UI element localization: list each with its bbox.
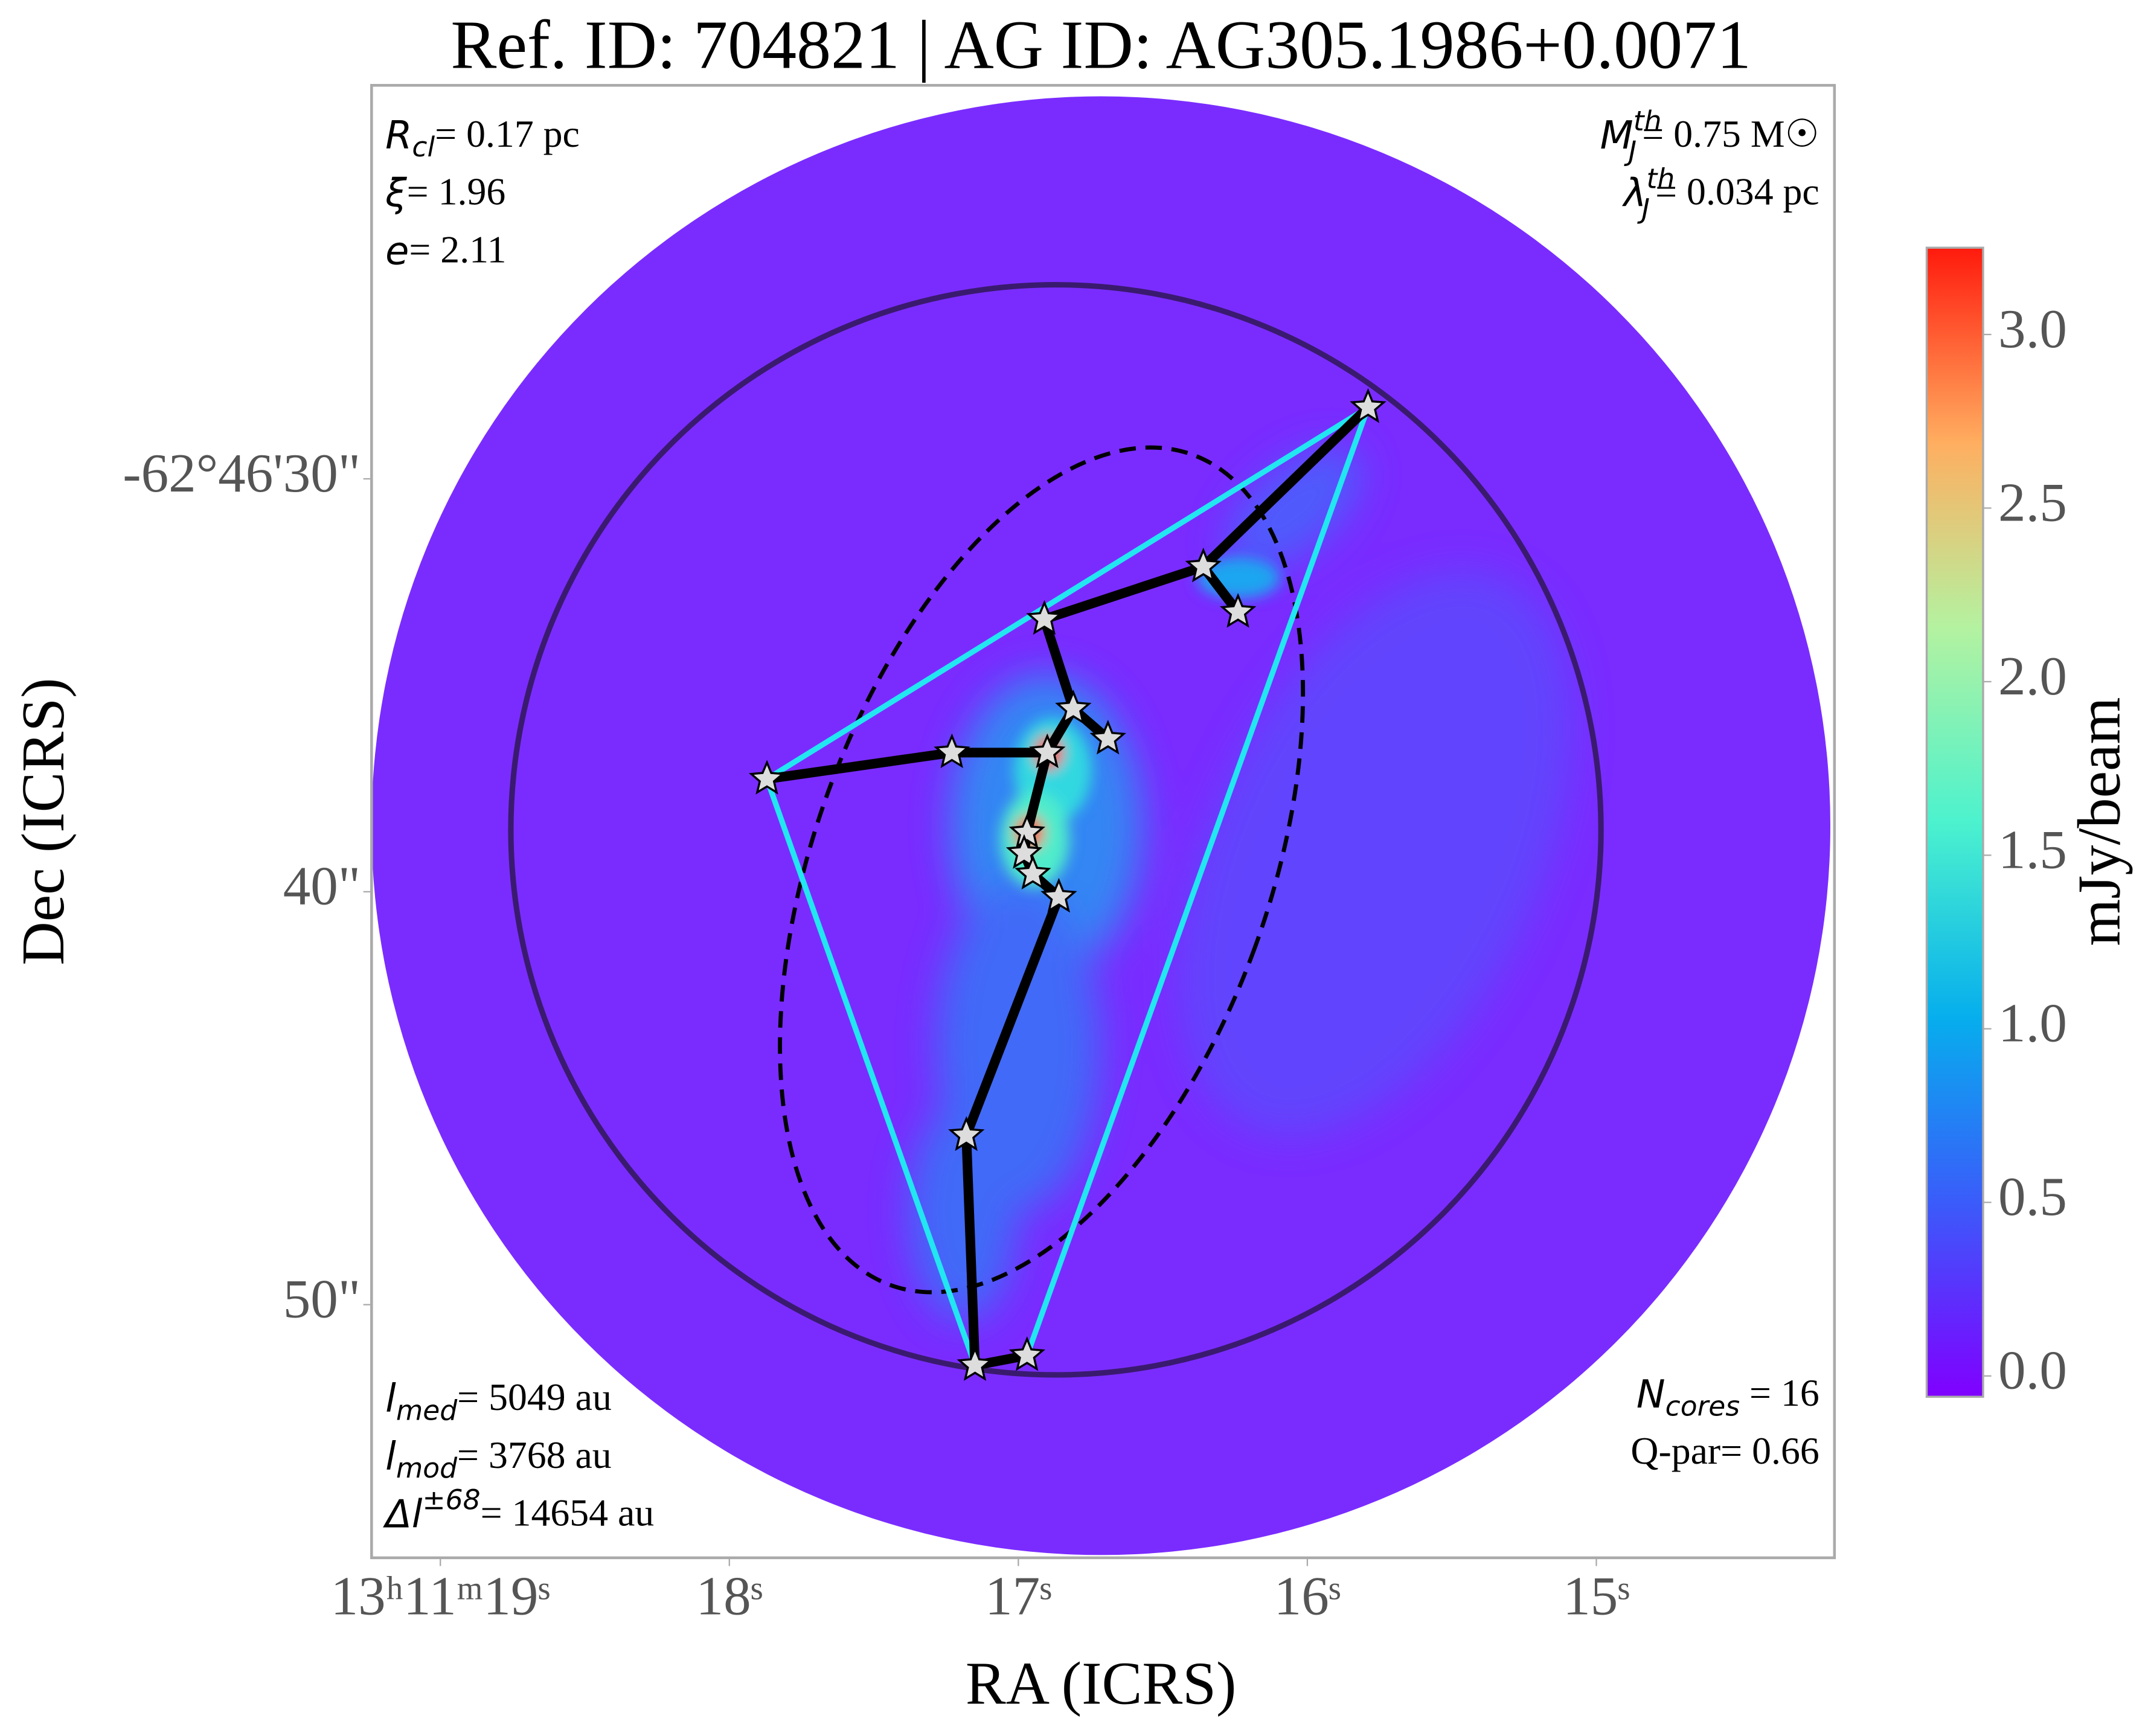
annotation: λth J = 0.034 pc xyxy=(1622,162,1819,225)
colorbar-tick-label: 2.5 xyxy=(1998,472,2067,533)
annotation-symbol: R xyxy=(385,113,412,158)
x-tick-label: 13ʰ11ᵐ19ˢ xyxy=(331,1566,550,1627)
mst-edge xyxy=(961,1135,980,1366)
annotation: Mth J = 0.75 M☉ xyxy=(1600,104,1819,167)
annotation: Ncores = 16 xyxy=(1636,1371,1819,1422)
mst-edge xyxy=(1042,562,1205,624)
core-star xyxy=(1040,877,1077,913)
mst-edge xyxy=(961,895,1063,1138)
mst-edge xyxy=(1039,618,1078,711)
annotation-text: = 2.11 xyxy=(409,228,506,271)
annotation-text: = 14654 au xyxy=(481,1491,655,1534)
colorbar xyxy=(1925,246,1984,1398)
map xyxy=(371,96,1831,1555)
core-star xyxy=(1089,720,1126,755)
x-tick-label: 16ˢ xyxy=(1274,1566,1341,1627)
y-tick-label: 50" xyxy=(283,1269,361,1330)
core-star xyxy=(1015,854,1051,890)
core-star xyxy=(1350,388,1386,423)
annotation-symbol: λ xyxy=(1622,171,1647,216)
annotation-symbol: l xyxy=(385,1377,396,1421)
annotation: Rcl= 0.17 pc xyxy=(385,112,580,163)
core-star xyxy=(957,1346,993,1381)
annotation-symbol: Δl xyxy=(382,1492,423,1537)
x-axis-label: RA (ICRS) xyxy=(966,1650,1237,1717)
annotation-symbol: N xyxy=(1636,1372,1665,1417)
core-star xyxy=(1008,813,1045,848)
annotation-symbol: l xyxy=(385,1434,396,1479)
annotation-text: Q-par= 0.66 xyxy=(1630,1429,1819,1472)
core-star xyxy=(1008,1336,1046,1371)
core-star xyxy=(934,733,970,769)
annotation-text: = 1.96 xyxy=(407,170,506,213)
x-tick-label: 18ˢ xyxy=(696,1566,763,1627)
fit-ellipse xyxy=(778,445,1306,1295)
annotation-text: = 5049 au xyxy=(457,1376,612,1418)
annotation: lmed= 5049 au xyxy=(385,1376,612,1426)
annotation-symbol: ξ xyxy=(385,171,407,216)
annotation: ξ= 1.96 xyxy=(385,170,505,216)
aperture-circle xyxy=(508,282,1604,1378)
annotation-text: = 0.75 M☉ xyxy=(1642,112,1819,155)
annotation: e= 2.11 xyxy=(385,228,506,274)
mst-edge xyxy=(1200,403,1371,571)
core-star xyxy=(1026,600,1063,635)
mst-edge xyxy=(766,748,953,784)
core-star xyxy=(1029,733,1066,769)
x-tick-label: 17ˢ xyxy=(985,1566,1051,1627)
annotation-sup: th xyxy=(1647,162,1675,194)
colorbar-tick-label: 2.0 xyxy=(1998,645,2067,706)
y-tick-label: -62°46'30" xyxy=(123,443,361,504)
core-star xyxy=(748,760,786,795)
colorbar-label: mJy/beam xyxy=(2066,697,2133,946)
core-star xyxy=(1219,593,1257,628)
core-star xyxy=(1185,547,1222,583)
plot-frame xyxy=(370,84,1836,1560)
x-tick-label: 15ˢ xyxy=(1563,1566,1629,1627)
annotation-symbol: M xyxy=(1600,113,1633,158)
annotation-text: = 16 xyxy=(1740,1371,1819,1414)
y-tick-label: 40" xyxy=(283,856,361,917)
annotation-sub: med xyxy=(396,1394,458,1426)
annotation-text: = 0.17 pc xyxy=(435,112,580,155)
chart-title: Ref. ID: 704821 | AG ID: AG305.1986+0.00… xyxy=(450,7,1751,83)
annotation-text: = 0.034 pc xyxy=(1655,170,1819,213)
colorbar-tick-label: 3.0 xyxy=(1998,298,2067,359)
mst-edge xyxy=(1022,751,1052,834)
annotation: lmod= 3768 au xyxy=(385,1433,612,1484)
annotation-sup: ±68 xyxy=(422,1484,480,1516)
annotation-text: = 3768 au xyxy=(457,1433,612,1476)
annotation-sub: cores xyxy=(1665,1390,1740,1422)
colorbar-tick-label: 1.5 xyxy=(1998,819,2067,880)
annotation-symbol: e xyxy=(385,229,409,274)
core-star xyxy=(948,1116,985,1151)
annotation-sub: mod xyxy=(396,1452,458,1484)
annotation: Δl±68= 14654 au xyxy=(382,1484,654,1537)
colorbar-tick-label: 0.0 xyxy=(1998,1340,2067,1401)
core-star xyxy=(1055,690,1092,725)
colorbar-tick-label: 1.0 xyxy=(1998,993,2067,1054)
colorbar-tick-label: 0.5 xyxy=(1998,1166,2067,1227)
annotation-sup: th xyxy=(1633,104,1662,136)
annotation-sub: cl xyxy=(412,131,435,163)
annotation: Q-par= 0.66 xyxy=(1630,1429,1819,1472)
y-axis-label: Dec (ICRS) xyxy=(10,677,77,965)
